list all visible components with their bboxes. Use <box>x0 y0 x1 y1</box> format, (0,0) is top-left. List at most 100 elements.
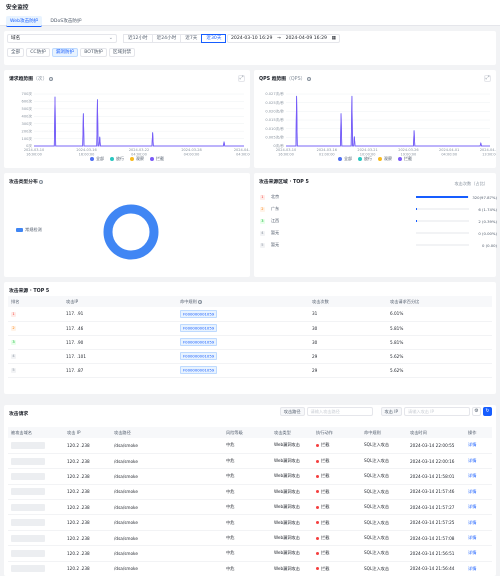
details-link[interactable]: 详情 <box>468 473 477 479</box>
legend-item[interactable]: 拦截 <box>398 156 412 162</box>
expand-icon[interactable]: ⤢ <box>484 75 491 82</box>
y-tick-label: 0次 <box>26 143 32 148</box>
tab-ddos-protection[interactable]: DDoS攻击防护 <box>50 19 82 24</box>
col-rank: 排名 <box>8 296 63 307</box>
trend-legend: 全部 放行 观察 拦截 <box>4 156 250 162</box>
tab-region-block[interactable]: 区域封禁 <box>108 48 136 57</box>
ip-filter-input[interactable]: 请输入攻击 IP <box>404 407 470 416</box>
table-row: 5 117. .87 F000000001059 29 5.62% <box>8 363 492 378</box>
date-range-picker[interactable]: 2024-03-10 16:29 → 2024-04-09 16:29 ▦ <box>227 34 340 43</box>
ip-cell: 120.2 .238 <box>64 499 111 516</box>
details-link[interactable]: 详情 <box>468 488 477 494</box>
details-link[interactable]: 详情 <box>468 535 477 541</box>
percent-cell: 5.81% <box>387 335 492 350</box>
status-dot <box>316 551 319 555</box>
legend-item[interactable]: 全部 <box>90 156 104 162</box>
refresh-icon[interactable]: ↻ <box>483 407 492 416</box>
ip-cell: 120.2 .238 <box>64 484 111 501</box>
rule-tag[interactable]: F000000001059 <box>180 309 218 318</box>
tab-all[interactable]: 全部 <box>7 48 25 57</box>
path-cell: /dsa/smoke <box>111 514 223 531</box>
rule-cell: F000000001059 <box>177 307 309 322</box>
calendar-icon: ▦ <box>331 36 336 41</box>
y-tick-label: 0.005次/秒 <box>265 135 284 140</box>
legend-item[interactable]: 全部 <box>338 156 352 162</box>
range-7d-button[interactable]: 近7天 <box>180 34 203 43</box>
domain-cell <box>8 499 64 516</box>
time-cell: 2024-03-14 22:00:55 <box>407 438 465 454</box>
details-link[interactable]: 详情 <box>468 565 477 571</box>
rule-tag[interactable]: F000000001059 <box>180 366 218 374</box>
donut-legend[interactable]: 常规检测 <box>16 227 42 233</box>
region-value: 0 (0.00) <box>481 242 498 248</box>
status-dot <box>316 536 319 540</box>
rank-badge: 5 <box>260 242 265 248</box>
risk-cell: 中危 <box>223 545 271 562</box>
rank-cell: 1 <box>8 307 63 322</box>
range-30d-button[interactable]: 近30天 <box>201 34 227 43</box>
count-cell: 29 <box>309 349 387 364</box>
action-cell: 拦截 <box>313 530 361 547</box>
op-cell: 详情 <box>465 545 492 562</box>
range-24h-button[interactable]: 近24小时 <box>151 34 182 43</box>
gear-icon[interactable]: ⚙ <box>472 407 481 416</box>
protection-tabs: Web攻击防护 DDoS攻击防护 <box>6 16 494 27</box>
path-cell: /dsa/smoke <box>111 545 223 562</box>
status-dot <box>316 490 319 494</box>
table-header-row: 排名 攻击IP 命中规则 i 攻击次数 攻击请求百分比 <box>8 296 492 307</box>
type-cell: Web漏洞攻击 <box>271 468 313 485</box>
region-bar <box>415 232 469 234</box>
legend-item[interactable]: 观察 <box>378 156 392 162</box>
domain-cell <box>8 453 64 470</box>
legend-item[interactable]: 观察 <box>130 156 144 162</box>
tab-web-protection[interactable]: Web攻击防护 <box>6 16 43 27</box>
action-label: 拦截 <box>321 550 330 556</box>
x-tick-label: 2024-03-26 <box>398 148 418 152</box>
rank-badge: 1 <box>260 194 265 200</box>
type-cell: Web漏洞攻击 <box>271 499 313 516</box>
path-filter-input[interactable]: 请输入攻击路径 <box>306 407 373 416</box>
tab-bot[interactable]: BOT防护 <box>80 48 107 57</box>
details-link[interactable]: 详情 <box>468 504 477 510</box>
series-line <box>286 96 490 147</box>
time-cell: 2024-03-14 21:57:27 <box>407 499 465 516</box>
column-header: 风险等级 <box>223 427 271 438</box>
rule-cell: SQL注入攻击 <box>361 484 407 501</box>
qps-trend-subtitle: （QPS） <box>286 77 306 82</box>
rule-tag[interactable]: F000000001059 <box>180 338 218 346</box>
region-name: 暂无 <box>270 242 280 247</box>
legend-item[interactable]: 拦截 <box>150 156 164 162</box>
rule-cell: F000000001059 <box>177 363 309 378</box>
details-link[interactable]: 详情 <box>468 550 477 556</box>
rule-tag[interactable]: F000000001059 <box>180 324 218 332</box>
x-tick-label: 16:00:00 <box>79 153 95 157</box>
attack-type-title: 攻击类型分布 i <box>9 178 44 185</box>
ip-cell: 120.2 .238 <box>64 438 111 454</box>
region-name: 暂无 <box>270 230 280 235</box>
rule-tag[interactable]: F000000001059 <box>180 352 218 360</box>
details-link[interactable]: 详情 <box>468 519 477 525</box>
status-dot <box>316 459 319 463</box>
tab-vuln[interactable]: 漏洞防护 <box>51 48 79 57</box>
risk-cell: 中危 <box>223 530 271 547</box>
rank-cell: 4 <box>8 349 63 364</box>
x-tick-label: 2024-04-03 <box>234 148 250 152</box>
request-filters: 攻击路径 请输入攻击路径 攻击 IP 请输入攻击 IP ⚙ ↻ <box>279 407 492 416</box>
column-header: 攻击 IP <box>64 427 111 438</box>
legend-item[interactable]: 放行 <box>358 156 372 162</box>
details-link[interactable]: 详情 <box>468 442 477 448</box>
ip-cell: 120.2 .238 <box>64 514 111 531</box>
risk-cell: 中危 <box>223 561 271 576</box>
domain-select[interactable]: 域名 ⌄ <box>7 34 117 43</box>
range-12h-button[interactable]: 近12小时 <box>123 34 153 43</box>
details-link[interactable]: 详情 <box>468 458 477 464</box>
tab-cc[interactable]: CC防护 <box>26 48 50 57</box>
region-row: 4 暂无 0 (0.00%) <box>260 228 497 238</box>
expand-icon[interactable]: ⤢ <box>238 75 245 82</box>
region-bar-fill <box>415 208 417 210</box>
legend-item[interactable]: 放行 <box>110 156 124 162</box>
region-name: 江西 <box>270 218 280 223</box>
rank-badge: 4 <box>11 354 16 359</box>
action-cell: 拦截 <box>313 545 361 562</box>
table-row: 120.2 .238/dsa/smoke 中危 Web漏洞攻击 拦截 SQL注入攻击 20… <box>8 545 492 562</box>
